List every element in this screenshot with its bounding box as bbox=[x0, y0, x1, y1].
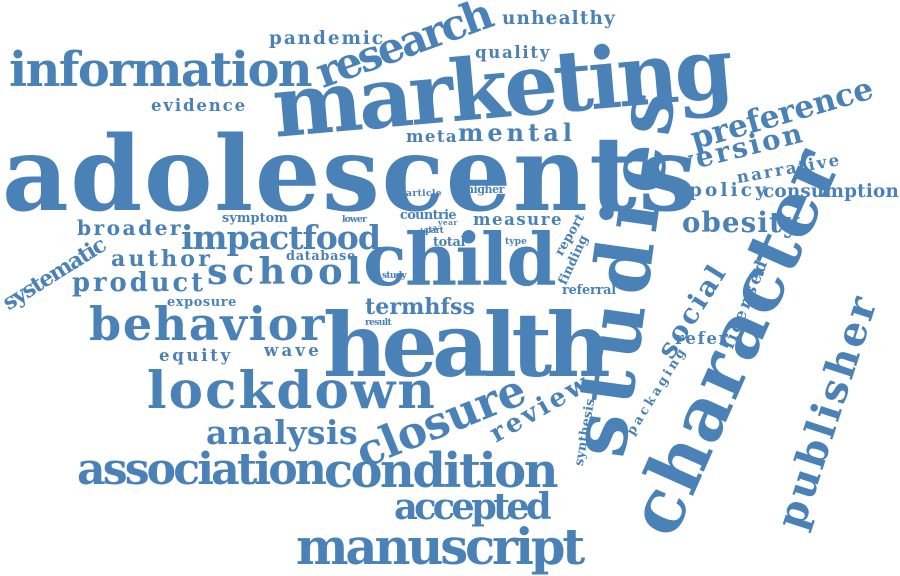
word-product: product bbox=[72, 268, 206, 298]
word-countrie: countrie bbox=[400, 207, 457, 223]
word-broader: broader bbox=[77, 216, 183, 240]
word-article: article bbox=[406, 187, 442, 199]
word-quality: quality bbox=[475, 41, 551, 62]
word-adolescents: adolescents bbox=[2, 113, 698, 235]
word-accepted: accepted bbox=[394, 483, 552, 528]
word-pandemic: pandemic bbox=[269, 28, 385, 49]
word-evidence: evidence bbox=[151, 94, 247, 115]
word-meta: meta bbox=[406, 125, 458, 146]
word-part: part bbox=[425, 224, 444, 236]
word-school: school bbox=[207, 248, 365, 293]
word-refer: refer bbox=[675, 327, 729, 348]
word-child: child bbox=[363, 218, 557, 302]
word-database: database bbox=[286, 248, 356, 264]
word-referral: referral bbox=[562, 282, 616, 298]
word-higher: higher bbox=[466, 182, 504, 196]
word-year: year bbox=[438, 217, 458, 227]
word-exposure: exposure bbox=[167, 294, 237, 310]
word-health: health bbox=[323, 293, 611, 397]
word-policy: policy bbox=[689, 180, 769, 201]
word-type: type bbox=[505, 235, 527, 247]
word-termhfss: termhfss bbox=[365, 294, 475, 320]
word-result: result bbox=[365, 316, 392, 328]
word-total: total bbox=[433, 234, 465, 250]
word-symptom: symptom bbox=[222, 210, 288, 226]
word-study: study bbox=[382, 269, 407, 281]
word-consumption: consumption bbox=[763, 181, 899, 202]
word-mental: mental bbox=[458, 119, 576, 147]
word-lower: lower bbox=[342, 213, 367, 225]
word-behavior: behavior bbox=[89, 297, 326, 351]
word-unhealthy: unhealthy bbox=[502, 8, 616, 29]
word-information: information bbox=[9, 42, 313, 98]
word-manuscript: manuscript bbox=[296, 517, 585, 576]
word-lockdown: lockdown bbox=[147, 361, 437, 421]
word-measure: measure bbox=[473, 208, 563, 229]
word-analysis: analysis bbox=[206, 412, 358, 452]
word-equity: equity bbox=[159, 344, 233, 365]
word-wave: wave bbox=[264, 339, 322, 360]
word-obesity: obesity bbox=[682, 206, 800, 239]
word-impactfood: impactfood bbox=[181, 217, 381, 257]
word-author: author bbox=[111, 246, 213, 272]
word-association: association bbox=[77, 444, 327, 495]
word-condition: condition bbox=[324, 443, 558, 499]
